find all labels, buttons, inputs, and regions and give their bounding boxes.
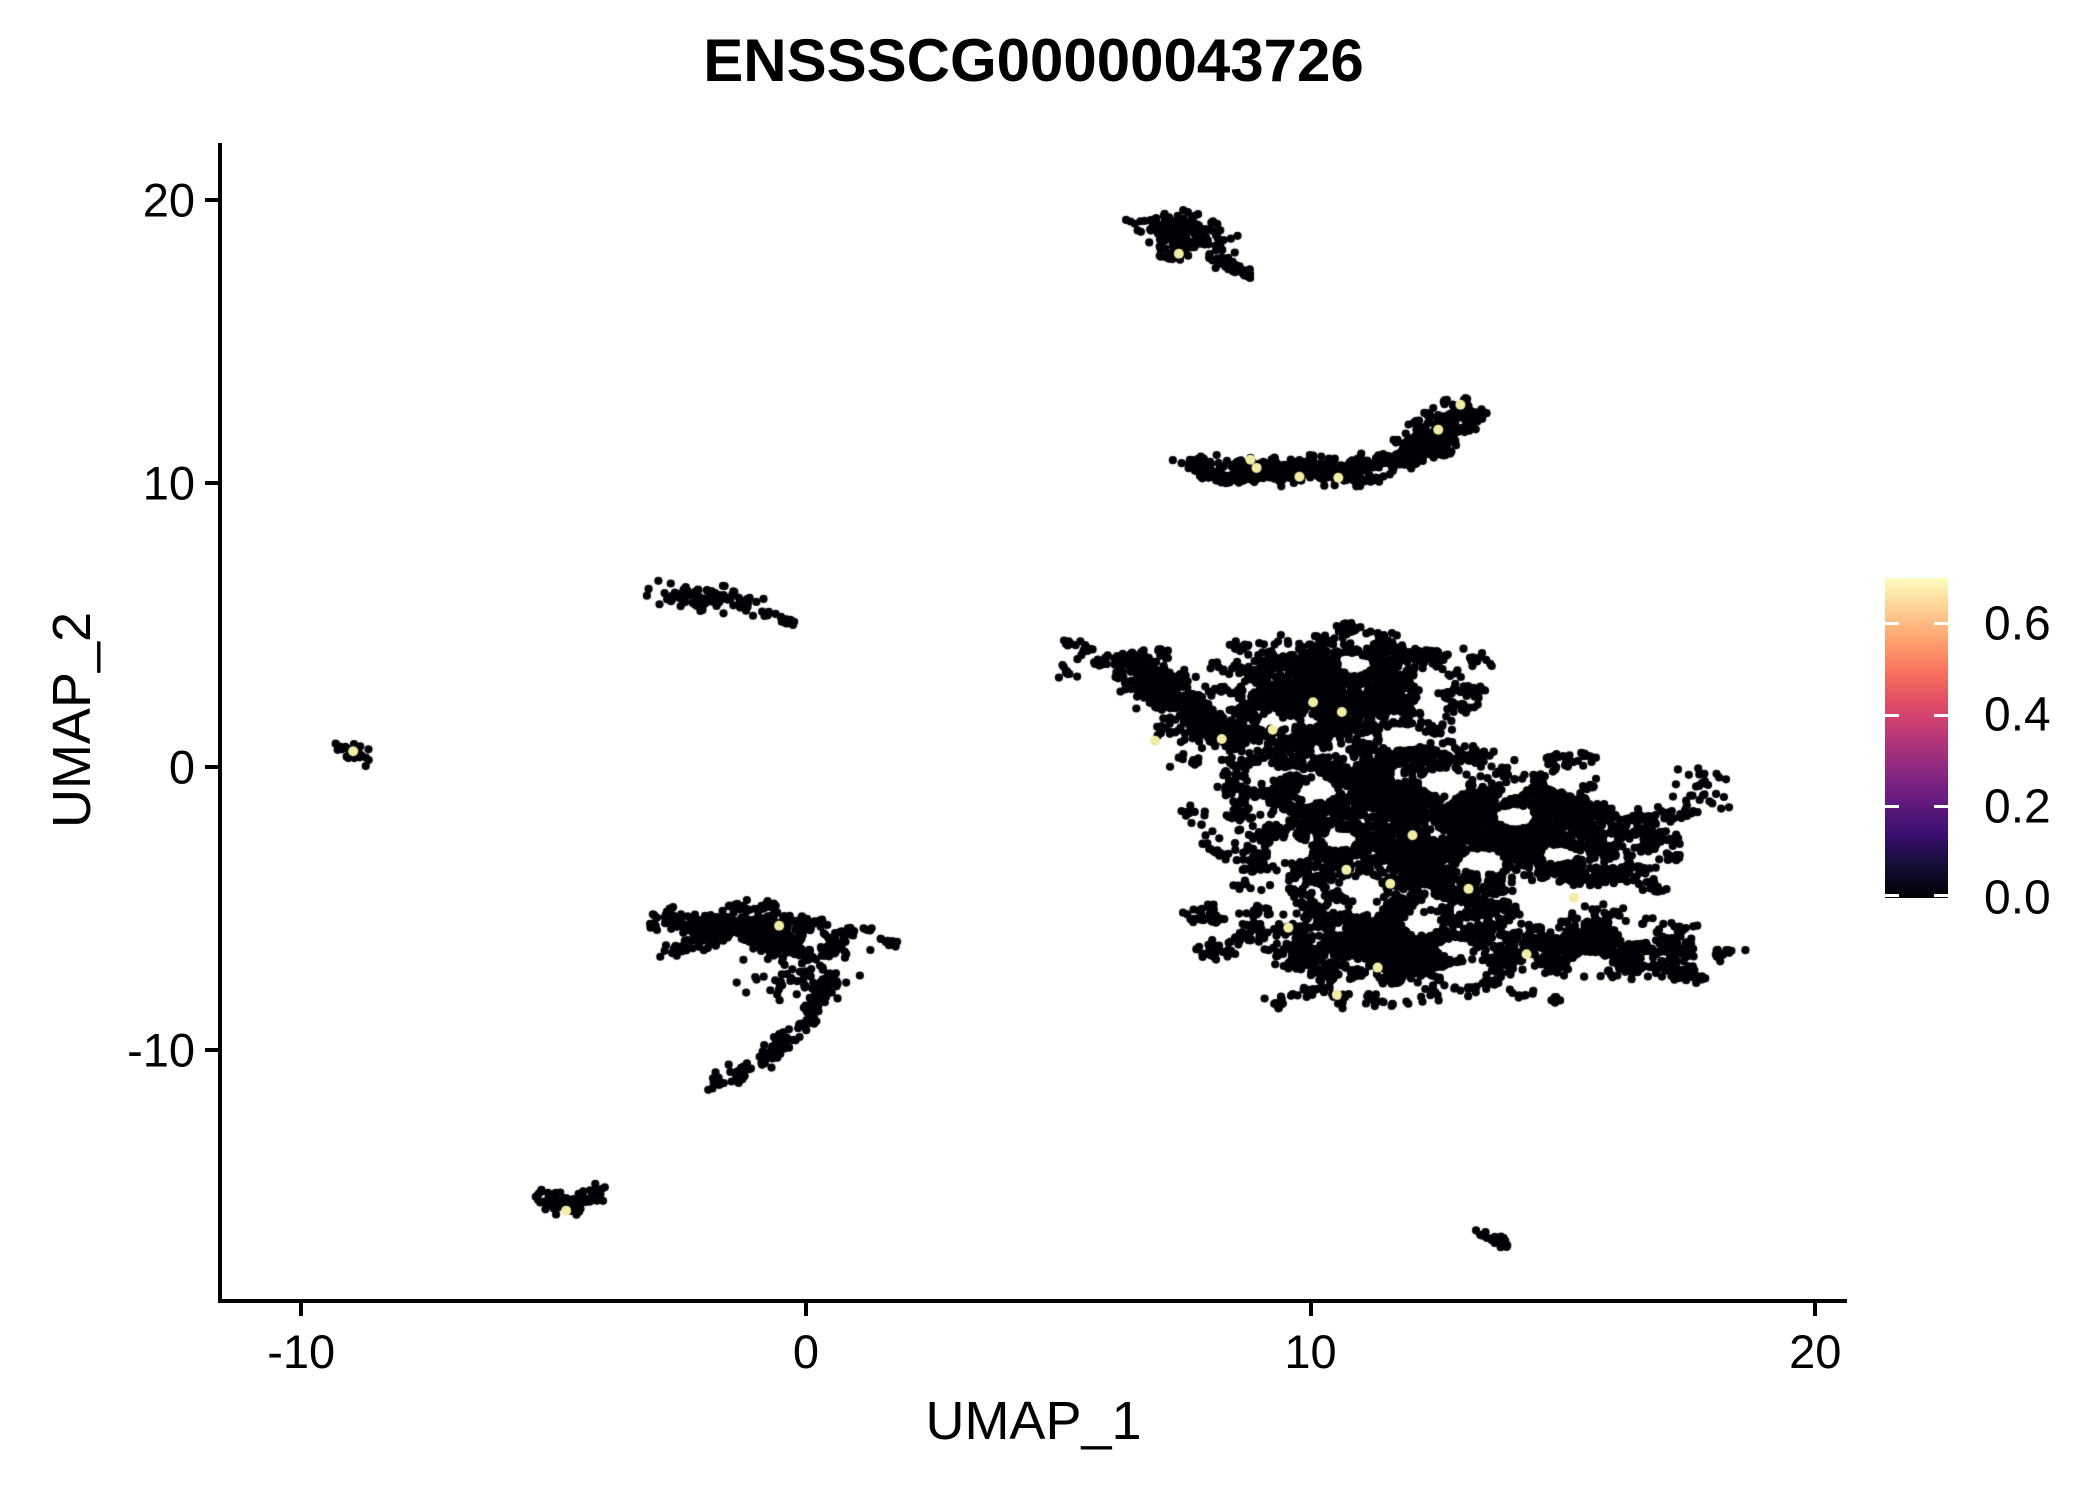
x-tick-label: -10 — [267, 1325, 336, 1378]
y-tick-label: 20 — [142, 173, 195, 227]
colorbar-tick-mark — [1934, 805, 1948, 809]
x-axis-title: UMAP_1 — [925, 1391, 1142, 1451]
x-tick-label: 10 — [1284, 1325, 1337, 1378]
colorbar-tick-mark — [1934, 622, 1948, 626]
y-tick-mark — [205, 481, 218, 486]
y-tick-label: 0 — [168, 740, 195, 794]
colorbar-tick-mark — [1934, 713, 1948, 717]
colorbar-tick-mark — [1885, 805, 1899, 809]
y-tick-mark — [205, 1048, 218, 1053]
y-axis-line — [218, 143, 222, 1303]
colorbar-tick-label: 0.0 — [1984, 871, 2051, 925]
colorbar-tick-mark — [1885, 713, 1899, 717]
y-tick-mark — [205, 198, 218, 203]
x-tick-label: 20 — [1789, 1325, 1842, 1378]
x-tick-mark — [1308, 1303, 1313, 1316]
x-tick-mark — [803, 1303, 808, 1316]
colorbar-gradient — [1885, 578, 1948, 898]
colorbar-tick-label: 0.2 — [1984, 780, 2051, 834]
x-tick-label: 0 — [792, 1325, 819, 1378]
x-axis-line — [218, 1299, 1847, 1303]
colorbar-tick-mark — [1934, 893, 1948, 897]
y-tick-mark — [205, 764, 218, 769]
y-axis-title: UMAP_2 — [42, 611, 102, 829]
x-tick-mark — [299, 1303, 304, 1316]
colorbar-tick-label: 0.6 — [1984, 597, 2051, 651]
y-tick-label: -10 — [127, 1023, 195, 1077]
x-tick-mark — [1813, 1303, 1818, 1316]
y-tick-label: 10 — [142, 456, 195, 510]
colorbar-tick-mark — [1885, 622, 1899, 626]
colorbar-tick-mark — [1885, 893, 1899, 897]
colorbar-tick-label: 0.4 — [1984, 688, 2051, 742]
